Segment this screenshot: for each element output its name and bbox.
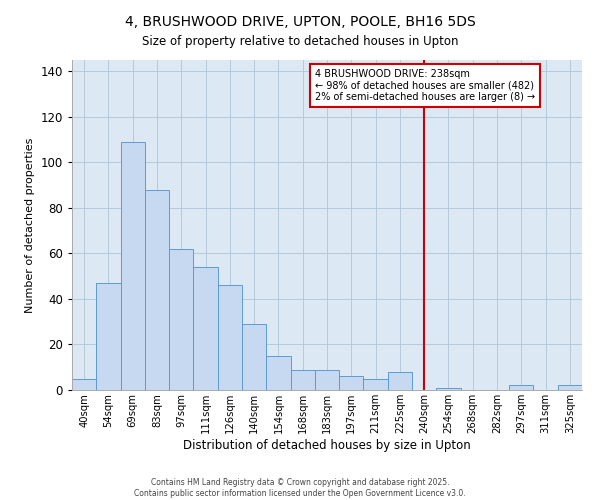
Bar — [121, 142, 145, 390]
Bar — [290, 370, 315, 390]
Bar — [509, 386, 533, 390]
Bar — [218, 286, 242, 390]
Text: 4, BRUSHWOOD DRIVE, UPTON, POOLE, BH16 5DS: 4, BRUSHWOOD DRIVE, UPTON, POOLE, BH16 5… — [125, 15, 475, 29]
Bar — [364, 378, 388, 390]
Bar — [266, 356, 290, 390]
Bar — [242, 324, 266, 390]
Bar — [169, 249, 193, 390]
Bar — [339, 376, 364, 390]
Text: Size of property relative to detached houses in Upton: Size of property relative to detached ho… — [142, 35, 458, 48]
X-axis label: Distribution of detached houses by size in Upton: Distribution of detached houses by size … — [183, 438, 471, 452]
Bar — [558, 386, 582, 390]
Bar — [145, 190, 169, 390]
Bar — [96, 283, 121, 390]
Bar — [436, 388, 461, 390]
Text: 4 BRUSHWOOD DRIVE: 238sqm
← 98% of detached houses are smaller (482)
2% of semi-: 4 BRUSHWOOD DRIVE: 238sqm ← 98% of detac… — [315, 69, 535, 102]
Bar — [315, 370, 339, 390]
Y-axis label: Number of detached properties: Number of detached properties — [25, 138, 35, 312]
Bar — [193, 267, 218, 390]
Text: Contains HM Land Registry data © Crown copyright and database right 2025.
Contai: Contains HM Land Registry data © Crown c… — [134, 478, 466, 498]
Bar — [388, 372, 412, 390]
Bar — [72, 378, 96, 390]
